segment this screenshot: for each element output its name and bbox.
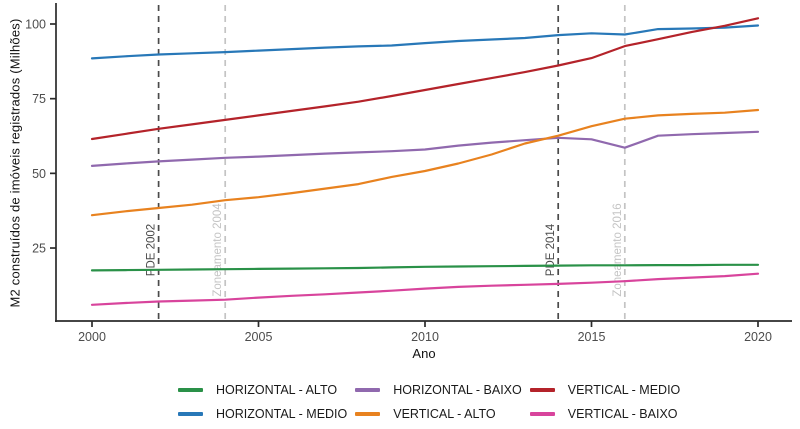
series-line-horizontal-alto	[90, 263, 760, 272]
legend-key-swatch	[178, 412, 203, 416]
series-line-vertical-baixo	[90, 272, 760, 306]
legend-item-horizontal-medio: HORIZONTAL - MEDIO	[178, 405, 347, 423]
legend-item-vertical-alto: VERTICAL - ALTO	[355, 405, 522, 423]
legend-key-swatch	[178, 388, 203, 392]
legend-key-swatch	[529, 388, 555, 392]
legend-item-horizontal-baixo: HORIZONTAL - BAIXO	[355, 381, 522, 399]
x-tick-label: 2015	[578, 330, 606, 344]
x-tick-label: 2005	[245, 330, 273, 344]
legend: HORIZONTAL - ALTO HORIZONTAL - BAIXO VER…	[178, 381, 680, 423]
x-tick-label: 2010	[411, 330, 439, 344]
series-line-vertical-alto	[90, 108, 760, 217]
legend-item-label: VERTICAL - MEDIO	[567, 383, 681, 397]
y-tick-label: 25	[32, 242, 46, 256]
event-label-2002: PDE 2002	[146, 224, 158, 276]
y-tick-label: 100	[25, 18, 46, 32]
legend-key-swatch	[355, 388, 381, 392]
legend-item-vertical-baixo: VERTICAL - BAIXO	[529, 405, 681, 423]
legend-item-label: HORIZONTAL - MEDIO	[216, 407, 348, 421]
x-axis-title: Ano	[412, 346, 436, 361]
event-label-2014: PDE 2014	[545, 223, 557, 276]
legend-item-vertical-medio: VERTICAL - MEDIO	[529, 381, 681, 399]
x-tick-label: 2000	[78, 330, 106, 344]
legend-item-label: VERTICAL - ALTO	[393, 407, 496, 421]
y-axis-title: M2 construídos de imóveis registrados (M…	[7, 18, 23, 308]
x-tick-label: 2020	[744, 330, 772, 344]
series-line-horizontal-baixo	[90, 130, 760, 167]
series-line-vertical-medio	[90, 17, 760, 141]
event-label-2016: Zoneamento 2016	[612, 203, 624, 296]
legend-item-horizontal-alto: HORIZONTAL - ALTO	[178, 381, 347, 399]
chart-canvas: PDE 2002 Zoneamento 2004 PDE 2014 Zoneament…	[25, 3, 792, 344]
event-label-2004: Zoneamento 2004	[212, 203, 224, 297]
legend-item-label: HORIZONTAL - BAIXO	[393, 383, 522, 397]
legend-item-label: VERTICAL - BAIXO	[567, 407, 678, 421]
legend-item-label: HORIZONTAL - ALTO	[216, 383, 338, 397]
legend-key-swatch	[529, 412, 555, 416]
series-line-horizontal-medio	[90, 24, 760, 60]
legend-key-swatch	[355, 412, 381, 416]
y-tick-label: 50	[32, 167, 46, 181]
y-tick-label: 75	[32, 92, 46, 106]
